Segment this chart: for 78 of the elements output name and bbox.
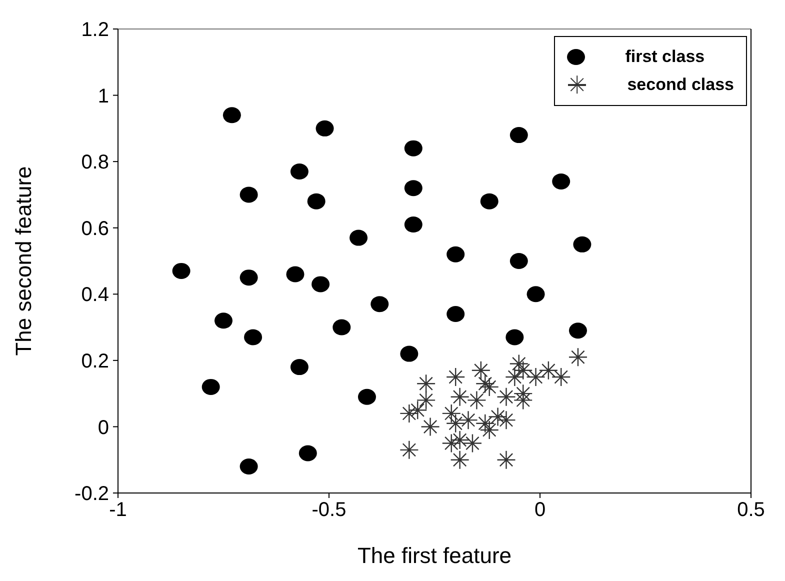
point (286, 266, 304, 282)
point (496, 450, 516, 470)
point (510, 253, 528, 269)
point (214, 312, 232, 329)
point (506, 329, 524, 346)
y-axis-title: The second feature (10, 166, 36, 356)
point (526, 286, 545, 302)
point (496, 387, 516, 406)
point (446, 367, 466, 387)
point (370, 296, 389, 312)
point (471, 360, 491, 380)
point (442, 434, 461, 453)
point (496, 410, 516, 430)
y-tick-label: 0.4 (81, 284, 109, 306)
point (400, 404, 419, 424)
point (480, 193, 498, 210)
point (408, 400, 428, 420)
point (450, 387, 470, 406)
y-tick-label: 1 (98, 85, 109, 108)
x-tick-label: 0 (534, 499, 546, 522)
point (244, 329, 262, 346)
point (290, 359, 308, 376)
point (400, 346, 418, 362)
y-tick-label: 0 (98, 416, 109, 439)
point (240, 458, 258, 474)
y-tick-label: -0.2 (74, 483, 109, 506)
point (514, 360, 533, 380)
point (404, 140, 422, 156)
point (420, 417, 440, 436)
y-tick-label: 0.6 (81, 218, 109, 240)
point (450, 430, 470, 450)
point (404, 180, 422, 196)
point (404, 216, 422, 233)
point (480, 420, 499, 440)
point (450, 450, 470, 470)
y-tick-label: 0.8 (81, 152, 109, 174)
x-tick-label: 0.5 (737, 499, 765, 522)
point (510, 127, 528, 144)
point (307, 193, 326, 210)
point (240, 186, 258, 203)
point (172, 262, 190, 279)
point (462, 434, 482, 453)
point (416, 374, 436, 394)
point (442, 404, 461, 424)
point (446, 246, 465, 262)
point (312, 276, 330, 292)
point (568, 348, 588, 367)
point (446, 414, 466, 433)
point (573, 236, 592, 252)
point (202, 378, 220, 395)
point (446, 306, 465, 322)
point (222, 107, 241, 124)
x-axis-title: The first feature (357, 543, 512, 568)
point (290, 164, 308, 180)
point (332, 319, 351, 336)
point (240, 270, 258, 286)
x-tick-label: -1 (109, 499, 127, 522)
point (298, 445, 317, 462)
point (316, 120, 334, 136)
legend: first class second class (554, 36, 747, 106)
point (514, 390, 533, 410)
point (505, 367, 524, 387)
point (467, 390, 486, 410)
point (568, 322, 587, 339)
point (480, 377, 499, 397)
x-tick-label: -0.5 (312, 499, 346, 522)
y-tick-label: 1.2 (81, 19, 109, 42)
point (358, 388, 376, 405)
point (400, 440, 419, 460)
point (552, 367, 571, 387)
legend-label: first class (625, 47, 705, 67)
point (476, 374, 495, 394)
y-tick-label: 0.2 (81, 350, 109, 373)
point (552, 173, 570, 190)
point (458, 410, 478, 430)
point (416, 390, 436, 410)
point (350, 230, 368, 246)
point (509, 354, 528, 374)
